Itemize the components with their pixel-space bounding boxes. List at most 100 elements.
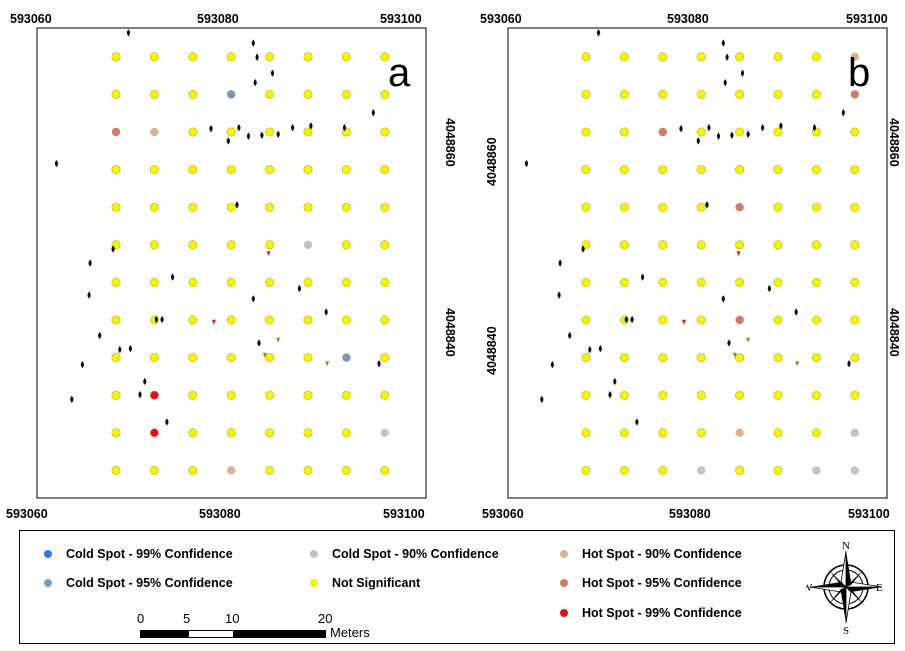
legend-label-hot-99: Hot Spot - 99% Confidence: [582, 606, 742, 620]
panel-b-ytick-right-1: 4048860: [887, 118, 901, 167]
tree-marker: [794, 308, 798, 316]
grid-point: [149, 165, 159, 175]
tree-marker: [260, 131, 264, 139]
grid-point: [380, 202, 390, 212]
grid-point: [380, 240, 390, 250]
tree-marker-tagged: [266, 251, 271, 257]
grid-point: [149, 353, 159, 363]
tree-marker-tagged: [211, 319, 216, 325]
grid-point: [697, 466, 706, 475]
grid-point: [111, 127, 121, 137]
grid-point: [226, 353, 236, 363]
panel-a-xtick-bottom-3: 593100: [383, 507, 425, 521]
grid-point: [226, 127, 236, 137]
compass-rose-icon: N S E W: [806, 540, 883, 635]
grid-point: [342, 353, 351, 362]
grid-point: [658, 315, 668, 325]
tree-marker: [251, 295, 255, 303]
tree-marker: [80, 361, 85, 369]
panel-b-letter: b: [848, 51, 870, 95]
grid-point: [341, 202, 351, 212]
grid-point: [811, 315, 821, 325]
grid-point: [303, 277, 313, 287]
tree-marker: [290, 124, 295, 132]
grid-point: [735, 203, 744, 212]
legend-label-cold-95: Cold Spot - 95% Confidence: [66, 576, 233, 590]
tree-marker: [740, 69, 745, 77]
scale-tick-5: 5: [183, 611, 191, 626]
grid-point: [111, 465, 121, 475]
tree-marker-tagged: [276, 337, 281, 343]
grid-point: [619, 52, 629, 62]
grid-point: [303, 165, 313, 175]
tree-marker: [723, 79, 727, 87]
grid-point: [226, 428, 236, 438]
grid-point: [735, 165, 745, 175]
grid-point: [303, 315, 313, 325]
grid-point: [341, 89, 351, 99]
legend-swatch-hot-99: [560, 609, 568, 617]
grid-point: [619, 465, 629, 475]
grid-point: [850, 52, 859, 61]
tree-marker: [557, 291, 561, 299]
grid-point: [773, 277, 783, 287]
grid-point: [658, 165, 668, 175]
tree-marker: [730, 131, 734, 139]
tree-marker-tagged: [681, 319, 686, 325]
grid-point: [773, 353, 783, 363]
tree-marker: [342, 124, 347, 132]
tree-marker-tagged: [746, 337, 751, 343]
grid-point: [696, 52, 706, 62]
grid-point: [811, 202, 821, 212]
panel-a-points: [54, 29, 390, 475]
tree-marker: [255, 53, 259, 61]
scale-segment-2: [188, 630, 234, 638]
grid-point: [696, 315, 706, 325]
grid-point: [850, 127, 860, 137]
tree-marker: [725, 53, 729, 61]
legend-label-cold-90: Cold Spot - 90% Confidence: [332, 547, 499, 561]
grid-point: [149, 465, 159, 475]
grid-point: [303, 465, 313, 475]
panel-b-points: [524, 29, 860, 475]
grid-point: [735, 52, 745, 62]
panel-b-xtick-top-3: 593100: [846, 12, 888, 26]
grid-point: [735, 353, 745, 363]
tree-marker-tagged: [325, 361, 330, 367]
grid-point: [811, 428, 821, 438]
grid-point: [380, 277, 390, 287]
grid-point: [380, 428, 389, 437]
tree-marker: [524, 159, 529, 168]
grid-point: [773, 315, 783, 325]
legend-item-hot-99: Hot Spot - 99% Confidence: [560, 604, 742, 622]
grid-point: [658, 465, 668, 475]
grid-point: [226, 52, 236, 62]
panel-a-xtick-bottom-2: 593080: [199, 507, 241, 521]
grid-point: [149, 202, 159, 212]
grid-point: [265, 202, 275, 212]
grid-point: [773, 428, 783, 438]
tree-marker: [54, 159, 59, 168]
grid-point: [812, 466, 821, 475]
legend-item-cold-99: Cold Spot - 99% Confidence: [44, 545, 233, 563]
tree-marker: [568, 331, 572, 340]
tree-marker: [596, 29, 601, 37]
grid-point: [380, 353, 390, 363]
grid-point: [111, 428, 121, 438]
grid-point: [265, 127, 275, 137]
tree-marker: [118, 346, 122, 354]
grid-point: [149, 52, 159, 62]
grid-point: [658, 89, 668, 99]
grid-point: [227, 90, 236, 99]
panel-a-frame: [36, 27, 427, 499]
tree-marker: [550, 361, 555, 369]
legend-swatch-cold-99: [44, 550, 52, 558]
grid-point: [150, 127, 159, 137]
grid-point: [811, 240, 821, 250]
grid-point: [303, 240, 313, 249]
panel-b-ytick-right-2: 4048840: [887, 308, 901, 357]
panel-a: a 593060 593080 593100 593060 593080 593…: [6, 12, 457, 521]
legend-item-hot-95: Hot Spot - 95% Confidence: [560, 574, 742, 592]
grid-point: [303, 428, 313, 438]
grid-point: [581, 428, 591, 438]
